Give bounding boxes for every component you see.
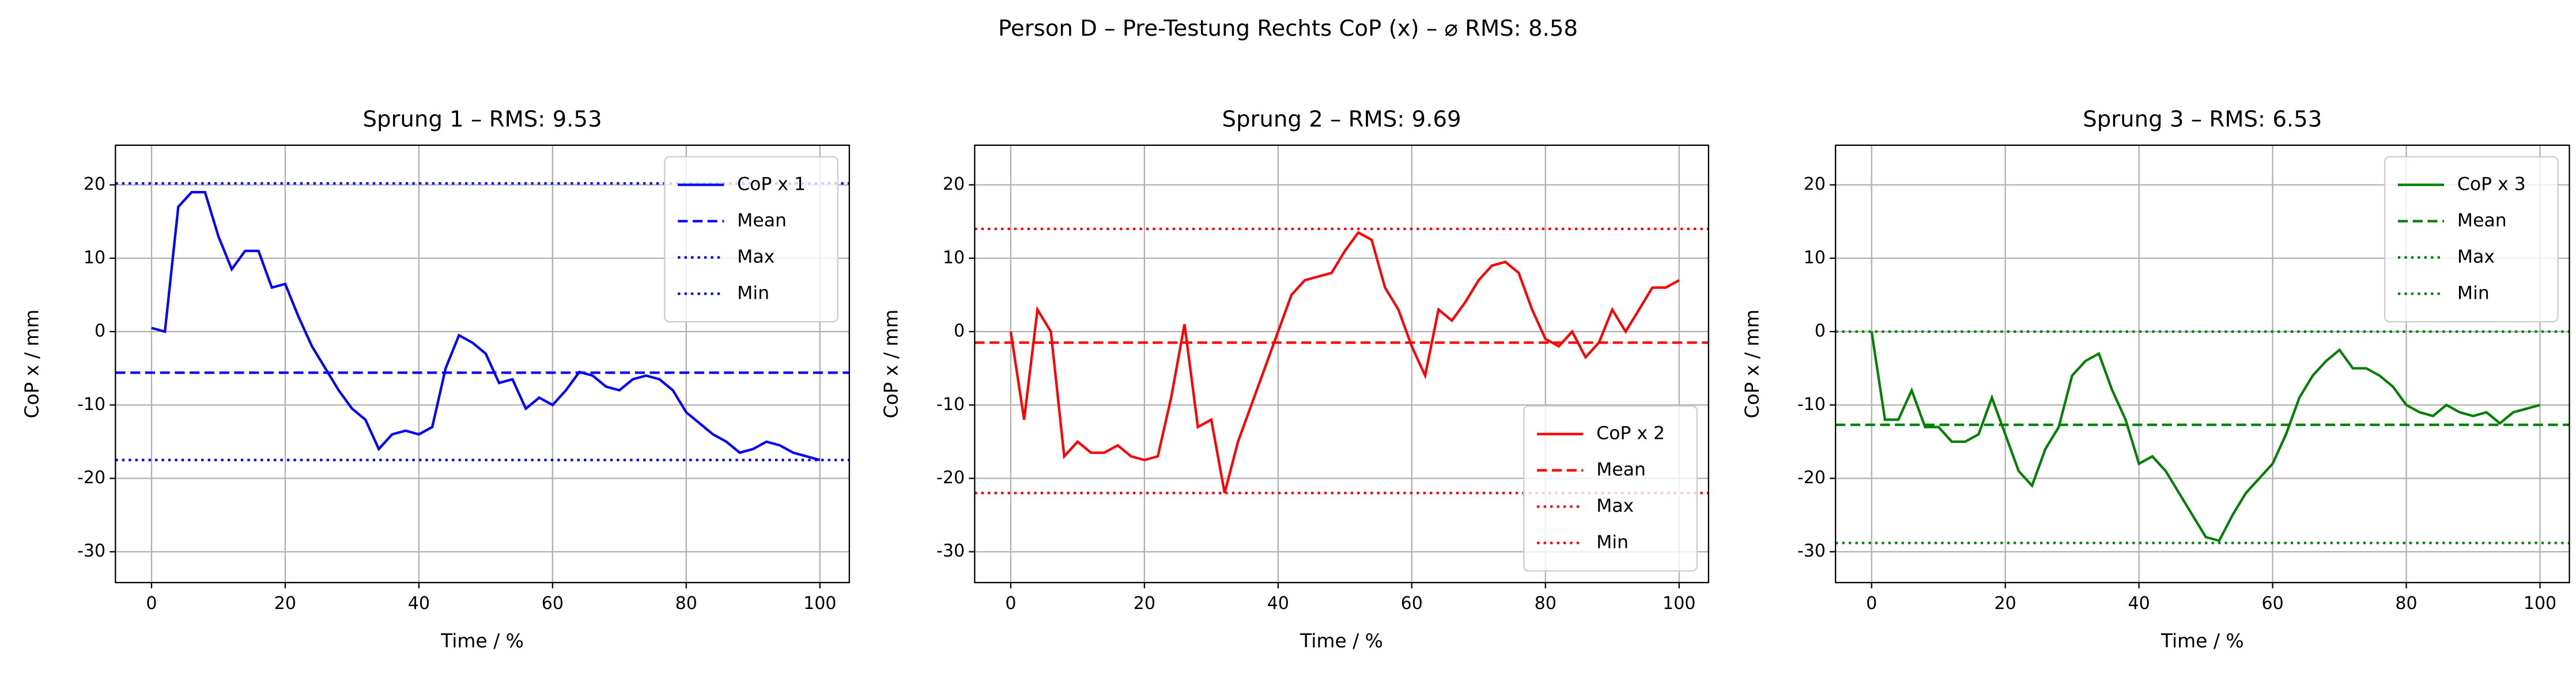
subplot-title: Sprung 1 – RMS: 9.53: [363, 106, 602, 132]
y-tick-label: -10: [77, 394, 105, 415]
subplot-title: Sprung 3 – RMS: 6.53: [2083, 106, 2322, 132]
x-tick-label: 100: [803, 593, 836, 614]
y-tick-label: 0: [954, 321, 965, 341]
data-line: [151, 191, 821, 461]
x-tick-label: 40: [2128, 593, 2150, 614]
legend-label: Min: [2457, 283, 2490, 303]
y-tick-label: 10: [1804, 247, 1826, 268]
y-tick-label: -20: [77, 468, 105, 488]
x-tick-label: 60: [1401, 593, 1423, 614]
x-tick-label: 40: [408, 593, 430, 614]
x-tick-label: 20: [1995, 593, 2016, 614]
x-tick-label: 20: [274, 593, 296, 614]
x-tick-label: 0: [146, 593, 157, 614]
legend-label: Max: [737, 246, 775, 267]
y-tick-label: -30: [1797, 541, 1826, 561]
x-tick-label: 0: [1866, 593, 1877, 614]
legend-label: Mean: [737, 210, 787, 231]
y-axis-label: CoP x / mm: [880, 310, 902, 419]
y-tick-label: 20: [84, 174, 105, 194]
x-tick-label: 80: [1535, 593, 1557, 614]
y-tick-label: -30: [936, 541, 965, 561]
legend-label: Max: [1596, 496, 1634, 517]
plot-frame: [115, 144, 850, 584]
x-axis-label: Time / %: [1300, 630, 1383, 652]
legend-label: Mean: [1596, 460, 1646, 480]
y-tick-label: 20: [1804, 174, 1826, 194]
x-axis-label: Time / %: [2160, 630, 2244, 652]
legend-box: [1523, 405, 1698, 572]
x-axis-label: Time / %: [440, 630, 524, 652]
y-tick-label: 0: [95, 321, 105, 341]
x-tick-label: 0: [1005, 593, 1016, 614]
legend-label: CoP x 1: [737, 174, 806, 195]
x-tick-label: 100: [1663, 593, 1695, 614]
legend-box: [2384, 156, 2559, 323]
data-line: [1009, 231, 1680, 494]
y-axis-label: CoP x / mm: [21, 310, 43, 419]
y-tick-label: -10: [1797, 394, 1826, 415]
legend-label: CoP x 2: [1596, 423, 1665, 444]
x-tick-label: 40: [1267, 593, 1289, 614]
x-tick-label: 60: [542, 593, 564, 614]
y-tick-label: -30: [77, 541, 105, 561]
y-tick-label: 0: [1815, 321, 1826, 341]
y-axis-label: CoP x / mm: [1740, 310, 1763, 419]
y-tick-label: -20: [1797, 468, 1826, 488]
data-line: [1870, 331, 2541, 543]
y-tick-label: 20: [943, 174, 965, 194]
legend-label: Min: [737, 283, 769, 303]
x-tick-label: 80: [675, 593, 697, 614]
y-tick-label: -20: [936, 468, 965, 488]
x-tick-label: 80: [2395, 593, 2417, 614]
x-tick-label: 100: [2524, 593, 2556, 614]
plot-frame: [974, 144, 1709, 584]
y-tick-label: 10: [943, 247, 965, 268]
subplot-title: Sprung 2 – RMS: 9.69: [1222, 106, 1461, 132]
x-tick-label: 20: [1134, 593, 1155, 614]
y-tick-label: 10: [84, 247, 105, 268]
legend-label: Mean: [2457, 210, 2507, 231]
plot-frame: [1834, 144, 2570, 584]
legend-label: Min: [1596, 532, 1629, 552]
legend-box: [664, 156, 838, 323]
legend-label: CoP x 3: [2457, 174, 2526, 195]
figure-title: Person D – Pre-Testung Rechts CoP (x) – …: [998, 16, 1578, 42]
y-tick-label: -10: [936, 394, 965, 415]
x-tick-label: 60: [2261, 593, 2283, 614]
legend-label: Max: [2457, 246, 2495, 267]
